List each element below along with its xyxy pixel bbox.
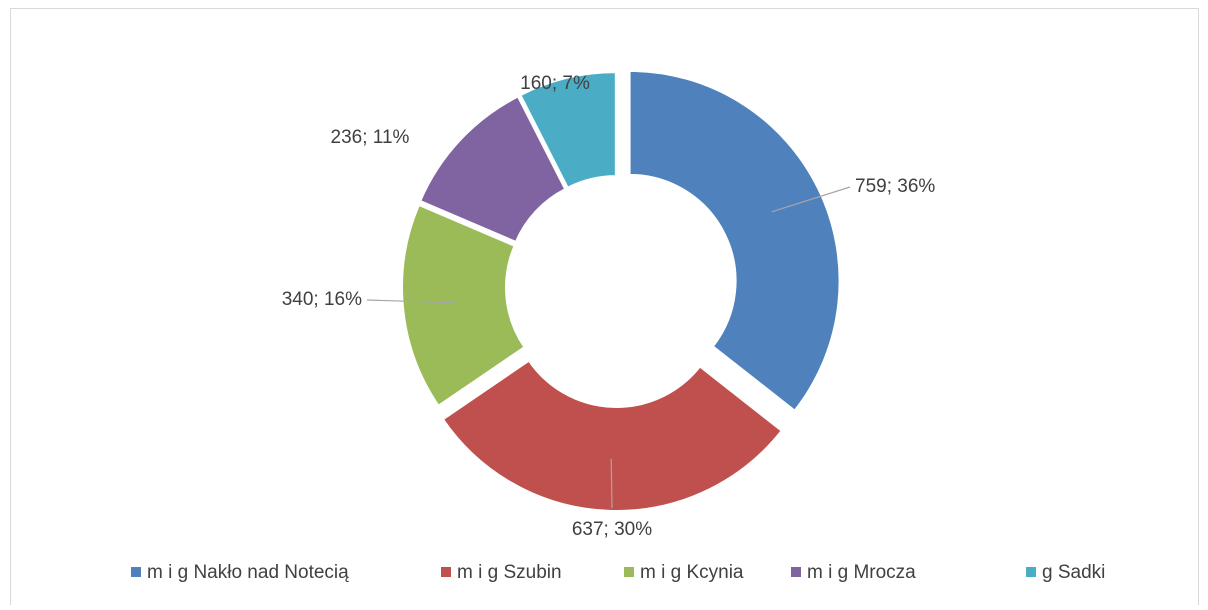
legend-swatch [624, 567, 634, 577]
legend-label: m i g Nakło nad Notecią [147, 562, 349, 583]
donut-slice [441, 359, 784, 512]
legend-label: g Sadki [1042, 562, 1105, 583]
data-label: 759; 36% [855, 176, 935, 197]
data-label: 637; 30% [572, 519, 652, 540]
donut-slice [418, 95, 567, 244]
data-label: 340; 16% [282, 289, 362, 310]
leader-line [366, 299, 455, 304]
leader-line [771, 186, 851, 213]
legend-label: m i g Szubin [457, 562, 562, 583]
leader-line [610, 458, 613, 509]
legend-swatch [441, 567, 451, 577]
donut-slice [628, 69, 841, 413]
legend-swatch [791, 567, 801, 577]
legend-label: m i g Kcynia [640, 562, 744, 583]
donut-slice [401, 203, 526, 408]
legend-swatch [131, 567, 141, 577]
data-label: 160; 7% [520, 73, 590, 94]
legend-swatch [1026, 567, 1036, 577]
data-label: 236; 11% [331, 127, 410, 148]
legend-label: m i g Mrocza [807, 562, 916, 583]
donut-slice [519, 71, 617, 190]
